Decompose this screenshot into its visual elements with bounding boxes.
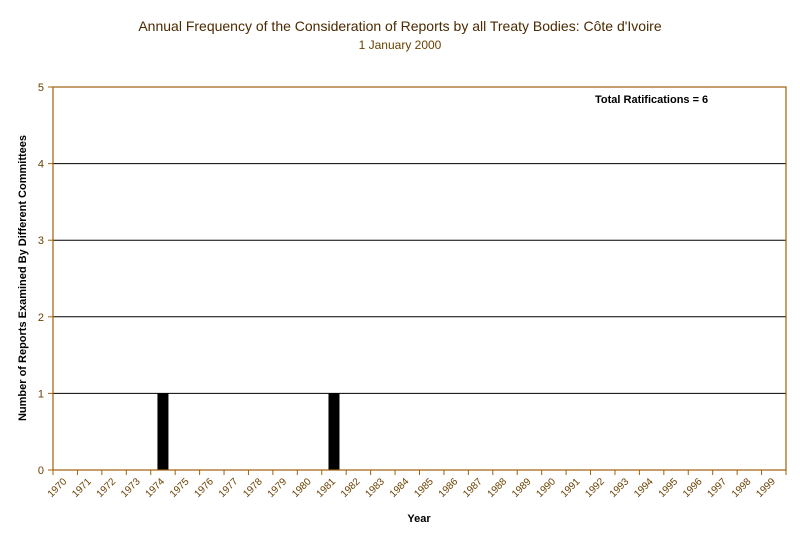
x-tick-label-1990: 1990 <box>534 476 558 500</box>
x-tick-label-1972: 1972 <box>95 476 119 500</box>
x-tick-label-1975: 1975 <box>168 476 192 500</box>
x-tick-label-1983: 1983 <box>363 476 387 500</box>
x-tick-label-1991: 1991 <box>559 476 583 500</box>
x-tick-label-1989: 1989 <box>510 476 534 500</box>
x-tick-label-1973: 1973 <box>119 476 143 500</box>
x-tick-label-1977: 1977 <box>217 476 241 500</box>
x-tick-label-1988: 1988 <box>486 476 510 500</box>
x-tick-labels: 1970 1971 1972 1973 1974 1975 1976 1977 1978 1979… <box>46 476 778 500</box>
bar-1974 <box>157 393 169 470</box>
y-tick-label: 5 <box>38 82 44 94</box>
y-tick-label: 0 <box>38 465 44 477</box>
x-tick-label-1974: 1974 <box>144 476 168 500</box>
x-tick-label-1970: 1970 <box>46 476 70 500</box>
x-tick-label-1979: 1979 <box>266 476 290 500</box>
x-tick-label-1978: 1978 <box>241 476 265 500</box>
x-tick-label-1976: 1976 <box>192 476 216 500</box>
y-axis-label: Number of Reports Examined By Different … <box>17 134 29 422</box>
x-tick-label-1980: 1980 <box>290 476 314 500</box>
x-tick-label-1982: 1982 <box>339 476 363 500</box>
bars <box>157 393 340 470</box>
x-tick-label-1995: 1995 <box>657 476 681 500</box>
x-tick-label-1992: 1992 <box>583 476 607 500</box>
chart-subtitle: 1 January 2000 <box>358 38 442 52</box>
x-tick-label-1993: 1993 <box>608 476 632 500</box>
x-tick-label-1985: 1985 <box>412 476 436 500</box>
x-tick-label-1994: 1994 <box>632 476 656 500</box>
bar-1981 <box>328 393 340 470</box>
x-axis-label: Year <box>407 513 431 525</box>
grid-lines <box>53 86 786 394</box>
y-tick-label: 3 <box>38 235 44 247</box>
total-ratifications-annotation: Total Ratifications = 6 <box>595 94 709 106</box>
x-tick-label-1981: 1981 <box>315 476 339 500</box>
x-tick-label-1987: 1987 <box>461 476 485 500</box>
x-tick-label-1984: 1984 <box>388 476 412 500</box>
x-tick-label-1986: 1986 <box>437 476 461 500</box>
axes <box>48 86 787 475</box>
y-tick-labels: 0 1 2 3 4 5 <box>38 82 44 477</box>
x-tick-label-1999: 1999 <box>754 476 778 500</box>
x-tick-label-1996: 1996 <box>681 476 705 500</box>
y-tick-label: 4 <box>38 159 44 171</box>
y-tick-label: 1 <box>38 388 44 400</box>
x-tick-label-1998: 1998 <box>730 476 754 500</box>
chart-title: Annual Frequency of the Consideration of… <box>138 18 662 34</box>
x-tick-label-1997: 1997 <box>706 476 730 500</box>
x-tick-label-1971: 1971 <box>70 476 94 500</box>
y-tick-label: 2 <box>38 312 44 324</box>
